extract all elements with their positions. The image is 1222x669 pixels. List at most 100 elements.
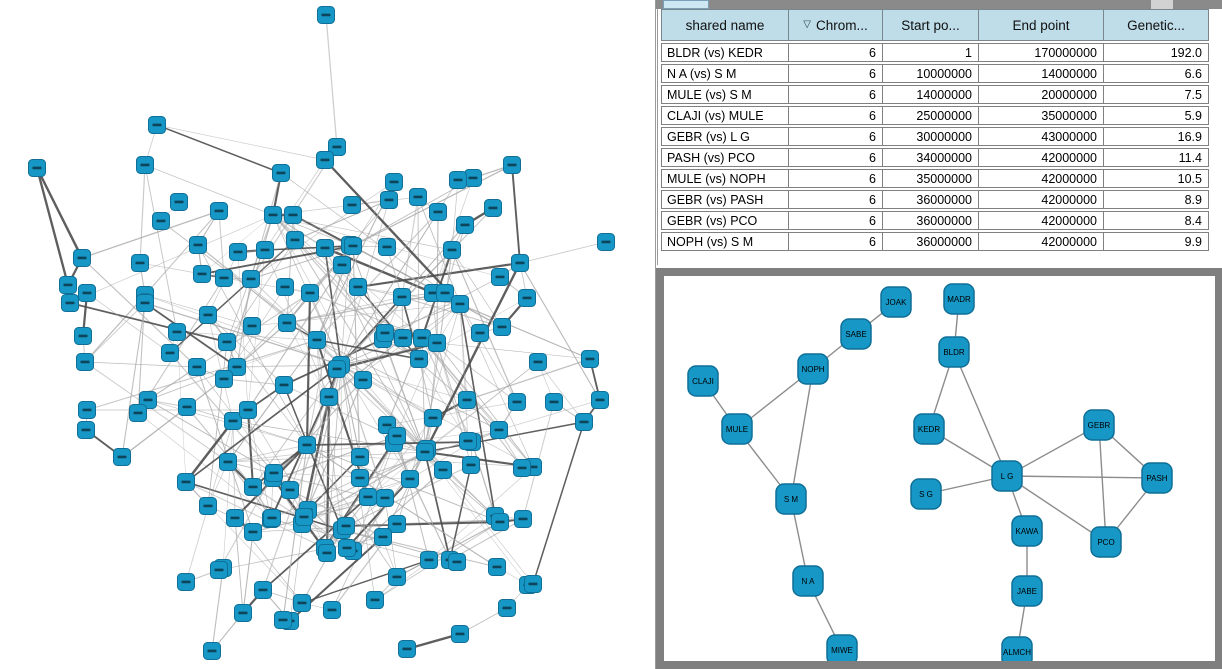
overview-edge[interactable] (336, 368, 426, 453)
table-cell[interactable]: 20000000 (978, 85, 1104, 104)
overview-edge[interactable] (84, 361, 198, 368)
table-cell[interactable]: 1 (882, 43, 979, 62)
overview-edge[interactable] (242, 531, 254, 614)
overview-edge[interactable] (336, 341, 438, 371)
overview-edge[interactable] (396, 435, 430, 561)
overview-edge[interactable] (340, 364, 361, 458)
overview-edge[interactable] (35, 167, 84, 259)
tab-fragment-right[interactable] (1151, 0, 1173, 9)
overview-edge[interactable] (282, 444, 308, 621)
overview-edge[interactable] (294, 199, 390, 241)
overview-edge[interactable] (35, 167, 70, 286)
table-cell[interactable]: 42000000 (978, 148, 1104, 167)
table-row[interactable]: PASH (vs) PCO 6 34000000 42000000 11.4 (661, 148, 1218, 167)
table-row[interactable]: GEBR (vs) PCO 6 36000000 42000000 8.4 (661, 211, 1218, 230)
overview-edge[interactable] (341, 264, 423, 339)
table-cell[interactable]: GEBR (vs) PCO (661, 211, 789, 230)
table-row[interactable]: N A (vs) S M 6 10000000 14000000 6.6 (661, 64, 1218, 83)
overview-edge[interactable] (271, 517, 348, 549)
overview-edge[interactable] (185, 420, 234, 483)
overview-edge[interactable] (340, 364, 343, 531)
overview-edge[interactable] (436, 342, 518, 403)
overview-edge[interactable] (316, 211, 439, 341)
overview-edge[interactable] (307, 456, 361, 511)
overview-edge[interactable] (316, 339, 420, 360)
table-cell[interactable]: 10.5 (1103, 169, 1209, 188)
table-cell[interactable]: 6 (788, 232, 883, 251)
overview-edge[interactable] (81, 257, 198, 368)
detail-node-n-a[interactable]: N A (792, 565, 824, 597)
overview-edge[interactable] (272, 379, 364, 479)
overview-edge[interactable] (156, 124, 282, 174)
overview-edge[interactable] (144, 294, 253, 327)
overview-edge[interactable] (186, 406, 308, 446)
detail-node-noph[interactable]: NOPH (797, 353, 829, 385)
overview-edge[interactable] (264, 159, 326, 251)
table-row[interactable]: GEBR (vs) L G 6 30000000 43000000 16.9 (661, 127, 1218, 146)
table-row[interactable]: MULE (vs) NOPH 6 35000000 42000000 10.5 (661, 169, 1218, 188)
overview-edge[interactable] (84, 302, 146, 363)
overview-edge[interactable] (316, 339, 500, 431)
overview-edge[interactable] (309, 292, 342, 366)
overview-edge[interactable] (401, 296, 503, 328)
overview-edge[interactable] (246, 409, 255, 488)
filter-icon[interactable]: ▽ (803, 19, 811, 30)
overview-edge[interactable] (264, 245, 354, 251)
overview-edge[interactable] (306, 444, 498, 568)
table-cell[interactable]: 14000000 (978, 64, 1104, 83)
overview-edge[interactable] (316, 339, 328, 554)
detail-edge-noph-s-m[interactable] (790, 368, 814, 500)
overview-edge[interactable] (144, 302, 238, 368)
overview-edge[interactable] (346, 478, 411, 549)
overview-edge[interactable] (236, 364, 342, 368)
overview-edge[interactable] (424, 451, 451, 561)
overview-edge[interactable] (471, 441, 496, 517)
overview-edge[interactable] (144, 164, 274, 216)
overview-edge[interactable] (273, 472, 411, 480)
column-header-shared-name[interactable]: shared name (661, 9, 789, 41)
table-cell[interactable]: 6 (788, 148, 883, 167)
overview-edge[interactable] (436, 342, 591, 360)
table-row[interactable]: GEBR (vs) PASH 6 36000000 42000000 8.9 (661, 190, 1218, 209)
detail-edge-bldr-l-g[interactable] (953, 351, 1008, 477)
overview-edge[interactable] (280, 172, 461, 305)
table-cell[interactable]: 6.6 (1103, 64, 1209, 83)
detail-edge-l-g-pco[interactable] (1006, 475, 1107, 543)
detail-node-mule[interactable]: MULE (721, 413, 753, 445)
overview-edge[interactable] (81, 210, 220, 259)
overview-edge[interactable] (236, 322, 288, 368)
overview-edge[interactable] (84, 294, 146, 363)
overview-edge[interactable] (424, 361, 539, 453)
detail-node-s-m[interactable]: S M (775, 483, 807, 515)
table-cell[interactable]: 43000000 (978, 127, 1104, 146)
table-cell[interactable]: GEBR (vs) L G (661, 127, 789, 146)
overview-edge[interactable] (362, 379, 426, 453)
overview-edge[interactable] (384, 303, 461, 334)
table-cell[interactable]: 30000000 (882, 127, 979, 146)
table-cell[interactable]: 34000000 (882, 148, 979, 167)
overview-edge[interactable] (436, 211, 439, 344)
overview-edge[interactable] (185, 481, 326, 549)
table-cell[interactable]: 42000000 (978, 190, 1104, 209)
overview-edge[interactable] (218, 472, 275, 571)
overview-edge[interactable] (211, 567, 224, 652)
overview-edge[interactable] (272, 214, 359, 288)
detail-node-pash[interactable]: PASH (1141, 462, 1173, 494)
table-cell[interactable]: 6 (788, 106, 883, 125)
overview-edge[interactable] (537, 361, 585, 423)
overview-edge[interactable] (84, 361, 229, 463)
tab-fragment-left[interactable] (663, 0, 709, 9)
detail-node-l-g[interactable]: L G (991, 460, 1023, 492)
overview-edge[interactable] (386, 401, 518, 426)
overview-edge[interactable] (325, 396, 331, 554)
overview-edge[interactable] (247, 264, 343, 411)
overview-edge[interactable] (69, 302, 228, 343)
overview-edge[interactable] (197, 244, 318, 341)
table-cell[interactable]: 11.4 (1103, 148, 1209, 167)
detail-node-madr[interactable]: MADR (943, 283, 975, 315)
overview-edge[interactable] (384, 332, 500, 431)
table-cell[interactable]: 36000000 (882, 211, 979, 230)
table-cell[interactable]: 6 (788, 64, 883, 83)
table-cell[interactable]: N A (vs) S M (661, 64, 789, 83)
overview-edge[interactable] (449, 464, 472, 561)
